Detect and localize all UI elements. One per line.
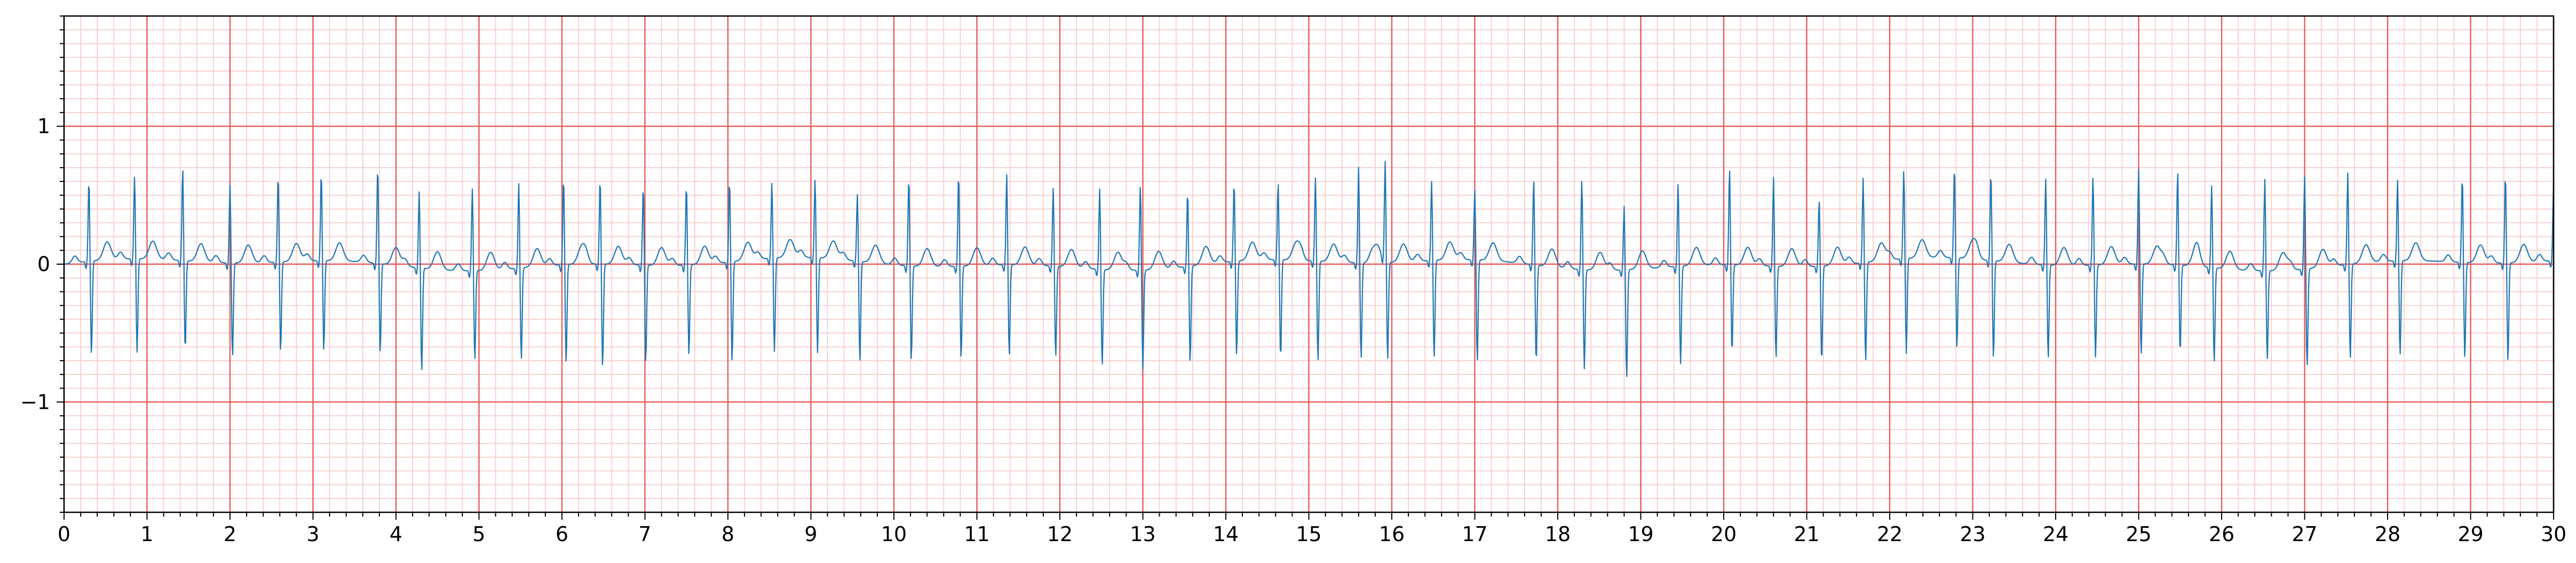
x-tick-label: 28 bbox=[2375, 522, 2400, 546]
x-tick-label: 16 bbox=[1379, 522, 1405, 546]
x-tick-label: 4 bbox=[390, 522, 402, 546]
x-tick-label: 10 bbox=[881, 522, 907, 546]
x-tick-label: 2 bbox=[224, 522, 236, 546]
x-tick-label: 13 bbox=[1130, 522, 1155, 546]
x-tick-label: 20 bbox=[1711, 522, 1737, 546]
y-tick-label: 1 bbox=[37, 115, 50, 138]
x-tick-label: 8 bbox=[722, 522, 734, 546]
x-tick-label: 27 bbox=[2292, 522, 2317, 546]
x-tick-label: 30 bbox=[2541, 522, 2566, 546]
y-tick-label: −1 bbox=[20, 390, 50, 414]
x-tick-label: 15 bbox=[1296, 522, 1321, 546]
x-tick-label: 14 bbox=[1213, 522, 1239, 546]
x-tick-label: 5 bbox=[472, 522, 485, 546]
x-tick-label: 19 bbox=[1628, 522, 1653, 546]
x-tick-label: 26 bbox=[2209, 522, 2234, 546]
x-tick-label: 25 bbox=[2126, 522, 2151, 546]
x-tick-label: 12 bbox=[1047, 522, 1073, 546]
x-tick-label: 7 bbox=[638, 522, 651, 546]
x-tick-label: 18 bbox=[1545, 522, 1571, 546]
major-grid bbox=[63, 16, 2555, 512]
x-axis: 0 1 2 3 4 5 6 7 8 9 10 11 12 13 14 15 16 17 18 19 20 21 22 23 24… bbox=[58, 512, 2566, 546]
x-tick-label: 9 bbox=[804, 522, 817, 546]
ecg-signal-line bbox=[64, 161, 2555, 377]
x-tick-label: 22 bbox=[1877, 522, 1903, 546]
x-tick-label: 23 bbox=[1960, 522, 1985, 546]
x-tick-label: 17 bbox=[1462, 522, 1487, 546]
x-tick-label: 6 bbox=[556, 522, 568, 546]
x-tick-label: 29 bbox=[2458, 522, 2483, 546]
x-tick-label: 24 bbox=[2043, 522, 2068, 546]
x-tick-label: 11 bbox=[964, 522, 989, 546]
x-tick-label: 1 bbox=[140, 522, 153, 546]
x-tick-label: 21 bbox=[1794, 522, 1819, 546]
x-tick-label: 3 bbox=[306, 522, 319, 546]
y-tick-label: 0 bbox=[37, 252, 50, 276]
y-axis: −1 0 1 bbox=[20, 15, 64, 513]
x-tick-label: 0 bbox=[58, 522, 70, 546]
